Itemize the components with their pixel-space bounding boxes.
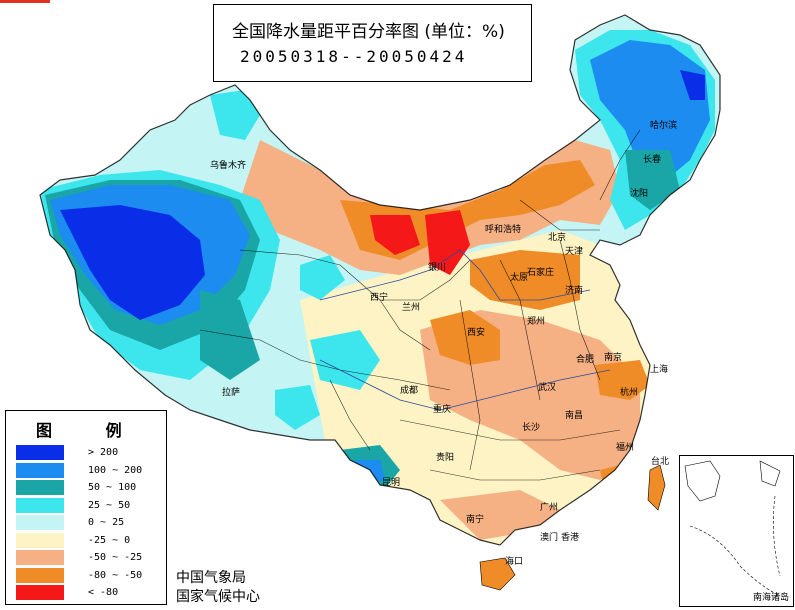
legend-row: < -80 <box>16 585 166 602</box>
city-label: 杭州 <box>620 388 639 398</box>
legend-label: 0 ~ 25 <box>88 517 125 528</box>
city-label: 北京 <box>548 233 567 243</box>
agency-name-2: 国家气候中心 <box>176 589 260 605</box>
city-label: 合肥 <box>576 355 595 365</box>
legend-swatch <box>16 497 64 513</box>
city-label: 拉萨 <box>222 388 241 398</box>
legend-label: > 200 <box>88 447 119 458</box>
legend-label: 100 ~ 200 <box>88 464 143 476</box>
legend-title: 图 例 <box>36 421 146 440</box>
city-label: 广州 <box>540 503 559 513</box>
city-label: 昆明 <box>382 478 401 488</box>
map-period: 20050318--20050424 <box>240 47 468 66</box>
legend-label: -25 ~ 0 <box>88 534 131 546</box>
city-label: 南昌 <box>565 411 584 421</box>
legend-swatch <box>16 567 64 583</box>
legend-row: 100 ~ 200 <box>16 462 166 480</box>
city-label: 贵阳 <box>436 453 455 463</box>
city-label: 南宁 <box>466 515 485 525</box>
agency-name-1: 中国气象局 <box>176 570 246 586</box>
city-label: 银川 <box>428 263 447 273</box>
inset-map <box>684 460 781 597</box>
legend-swatch <box>16 445 64 460</box>
legend-label: 25 ~ 50 <box>88 499 131 511</box>
city-label: 重庆 <box>433 405 452 415</box>
legend-row: -80 ~ -50 <box>16 567 166 585</box>
city-label: 郑州 <box>527 317 546 327</box>
legend-row: -25 ~ 0 <box>16 532 166 550</box>
city-label: 西宁 <box>370 293 389 303</box>
top-edge-mark <box>0 0 50 3</box>
title-box: 全国降水量距平百分率图 (单位：%) 20050318--20050424 <box>213 4 532 82</box>
city-label: 上海 <box>650 365 669 375</box>
legend-label: 50 ~ 100 <box>88 482 137 493</box>
legend-swatch <box>16 515 64 530</box>
legend-swatch <box>16 480 64 495</box>
city-label: 西安 <box>467 328 486 338</box>
legend: 图 例 > 200 100 ~ 200 50 ~ 100 25 ~ 50 0 ~ 25 -… <box>5 410 167 605</box>
legend-swatch <box>16 550 64 565</box>
legend-label: < -80 <box>88 587 119 598</box>
legend-row: -50 ~ -25 <box>16 550 166 567</box>
city-label: 济南 <box>565 286 584 296</box>
city-label: 澳门 <box>540 533 559 543</box>
city-label: 乌鲁木齐 <box>210 161 247 171</box>
legend-swatch <box>16 585 64 600</box>
city-label: 哈尔滨 <box>650 121 678 131</box>
city-label: 天津 <box>565 247 584 257</box>
city-label: 海口 <box>505 557 524 567</box>
legend-row: 50 ~ 100 <box>16 480 166 497</box>
legend-row: 0 ~ 25 <box>16 515 166 532</box>
map-title: 全国降水量距平百分率图 (单位：%) <box>232 22 505 42</box>
south-china-sea-inset: 南海诸岛 <box>679 455 794 607</box>
city-label: 武汉 <box>538 383 557 393</box>
city-label: 兰州 <box>402 303 421 313</box>
city-label: 沈阳 <box>630 189 649 199</box>
legend-label: -50 ~ -25 <box>88 552 143 563</box>
city-label: 呼和浩特 <box>485 225 522 235</box>
inset-label: 南海诸岛 <box>752 593 789 603</box>
legend-swatch <box>16 532 64 548</box>
city-label: 成都 <box>400 386 419 396</box>
legend-row: > 200 <box>16 445 166 462</box>
city-label: 太原 <box>510 273 529 283</box>
city-label: 台北 <box>651 457 670 467</box>
city-label: 南京 <box>604 353 623 363</box>
city-label: 长沙 <box>522 423 541 433</box>
legend-row: 25 ~ 50 <box>16 497 166 515</box>
city-label: 长春 <box>643 155 662 165</box>
city-label: 福州 <box>616 443 635 453</box>
city-label: 石家庄 <box>527 268 555 278</box>
legend-swatch <box>16 462 64 478</box>
legend-label: -80 ~ -50 <box>88 569 143 581</box>
city-label: 香港 <box>561 533 580 543</box>
